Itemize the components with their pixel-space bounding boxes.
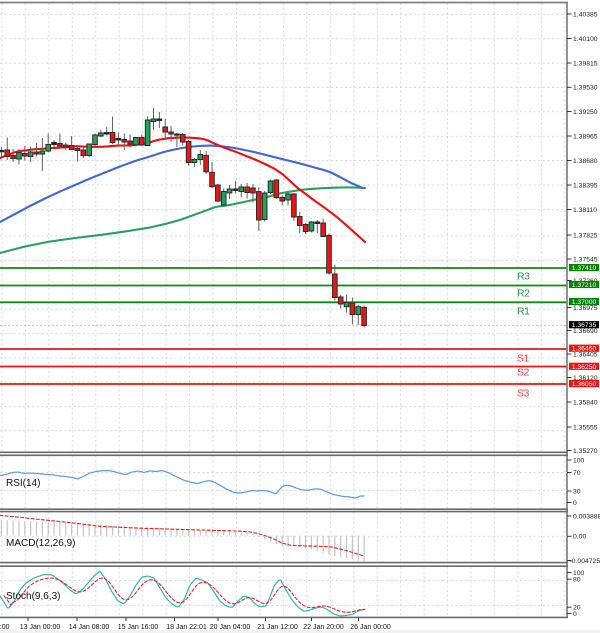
svg-text:1.36250: 1.36250 [572,364,597,371]
svg-text:70: 70 [573,470,581,477]
svg-text:R1: R1 [517,305,530,317]
svg-text:-0.004725: -0.004725 [570,558,600,565]
svg-text:1.39530: 1.39530 [573,85,598,92]
svg-text:1.36405: 1.36405 [573,351,598,358]
svg-text:20: 20 [573,605,581,612]
svg-text:0: 0 [573,611,577,618]
svg-text:1.37410: 1.37410 [572,265,597,272]
svg-text:100: 100 [573,570,585,577]
svg-text:1.38395: 1.38395 [573,182,598,189]
svg-text:S2: S2 [517,366,530,378]
svg-text:S1: S1 [517,353,530,365]
svg-text:14 Jan 08:00: 14 Jan 08:00 [69,624,110,631]
svg-text:100: 100 [573,457,585,464]
svg-text:1.38680: 1.38680 [573,158,598,165]
svg-text:1.36050: 1.36050 [572,381,597,388]
svg-text:1.36460: 1.36460 [572,346,597,353]
svg-text:1.36975: 1.36975 [573,305,598,312]
svg-text:MACD(12,26,9): MACD(12,26,9) [6,538,75,549]
svg-text:S3: S3 [517,387,530,399]
svg-text:22 Jan 20:00: 22 Jan 20:00 [303,624,344,631]
svg-text:0:00: 0:00 [0,624,10,631]
svg-text:1.39250: 1.39250 [573,109,598,116]
svg-text:1.36120: 1.36120 [573,375,598,382]
svg-text:R3: R3 [517,271,530,283]
svg-text:20 Jan 04:00: 20 Jan 04:00 [210,624,251,631]
svg-text:1.40100: 1.40100 [573,36,598,43]
svg-text:1.36690: 1.36690 [573,328,598,335]
svg-text:26 Jan 00:00: 26 Jan 00:00 [350,624,391,631]
svg-text:1.35270: 1.35270 [573,448,598,455]
svg-text:1.37210: 1.37210 [572,282,597,289]
svg-text:1.40385: 1.40385 [573,11,598,18]
svg-text:1.39815: 1.39815 [573,60,598,67]
svg-text:0.00: 0.00 [573,534,586,541]
svg-text:30: 30 [573,488,581,495]
svg-text:0.003888: 0.003888 [573,513,600,520]
svg-text:18 Jan 22:01: 18 Jan 22:01 [166,624,207,631]
svg-text:1.38965: 1.38965 [573,133,598,140]
svg-text:80: 80 [573,577,581,584]
svg-text:0: 0 [573,500,577,507]
svg-text:15 Jan 16:00: 15 Jan 16:00 [118,624,159,631]
svg-text:1.37545: 1.37545 [573,256,598,263]
svg-text:21 Jan 12:00: 21 Jan 12:00 [257,624,298,631]
svg-text:1.37825: 1.37825 [573,232,598,239]
svg-text:1.35840: 1.35840 [573,399,598,406]
svg-text:1.38110: 1.38110 [573,207,597,214]
svg-text:1.35555: 1.35555 [573,424,598,431]
svg-text:Stoch(9,6,3): Stoch(9,6,3) [6,591,60,602]
svg-text:RSI(14): RSI(14) [6,478,40,489]
svg-text:R2: R2 [517,288,530,300]
svg-text:1.36735: 1.36735 [572,322,597,329]
svg-text:1.37000: 1.37000 [572,299,597,306]
svg-text:13 Jan 00:00: 13 Jan 00:00 [20,624,61,631]
